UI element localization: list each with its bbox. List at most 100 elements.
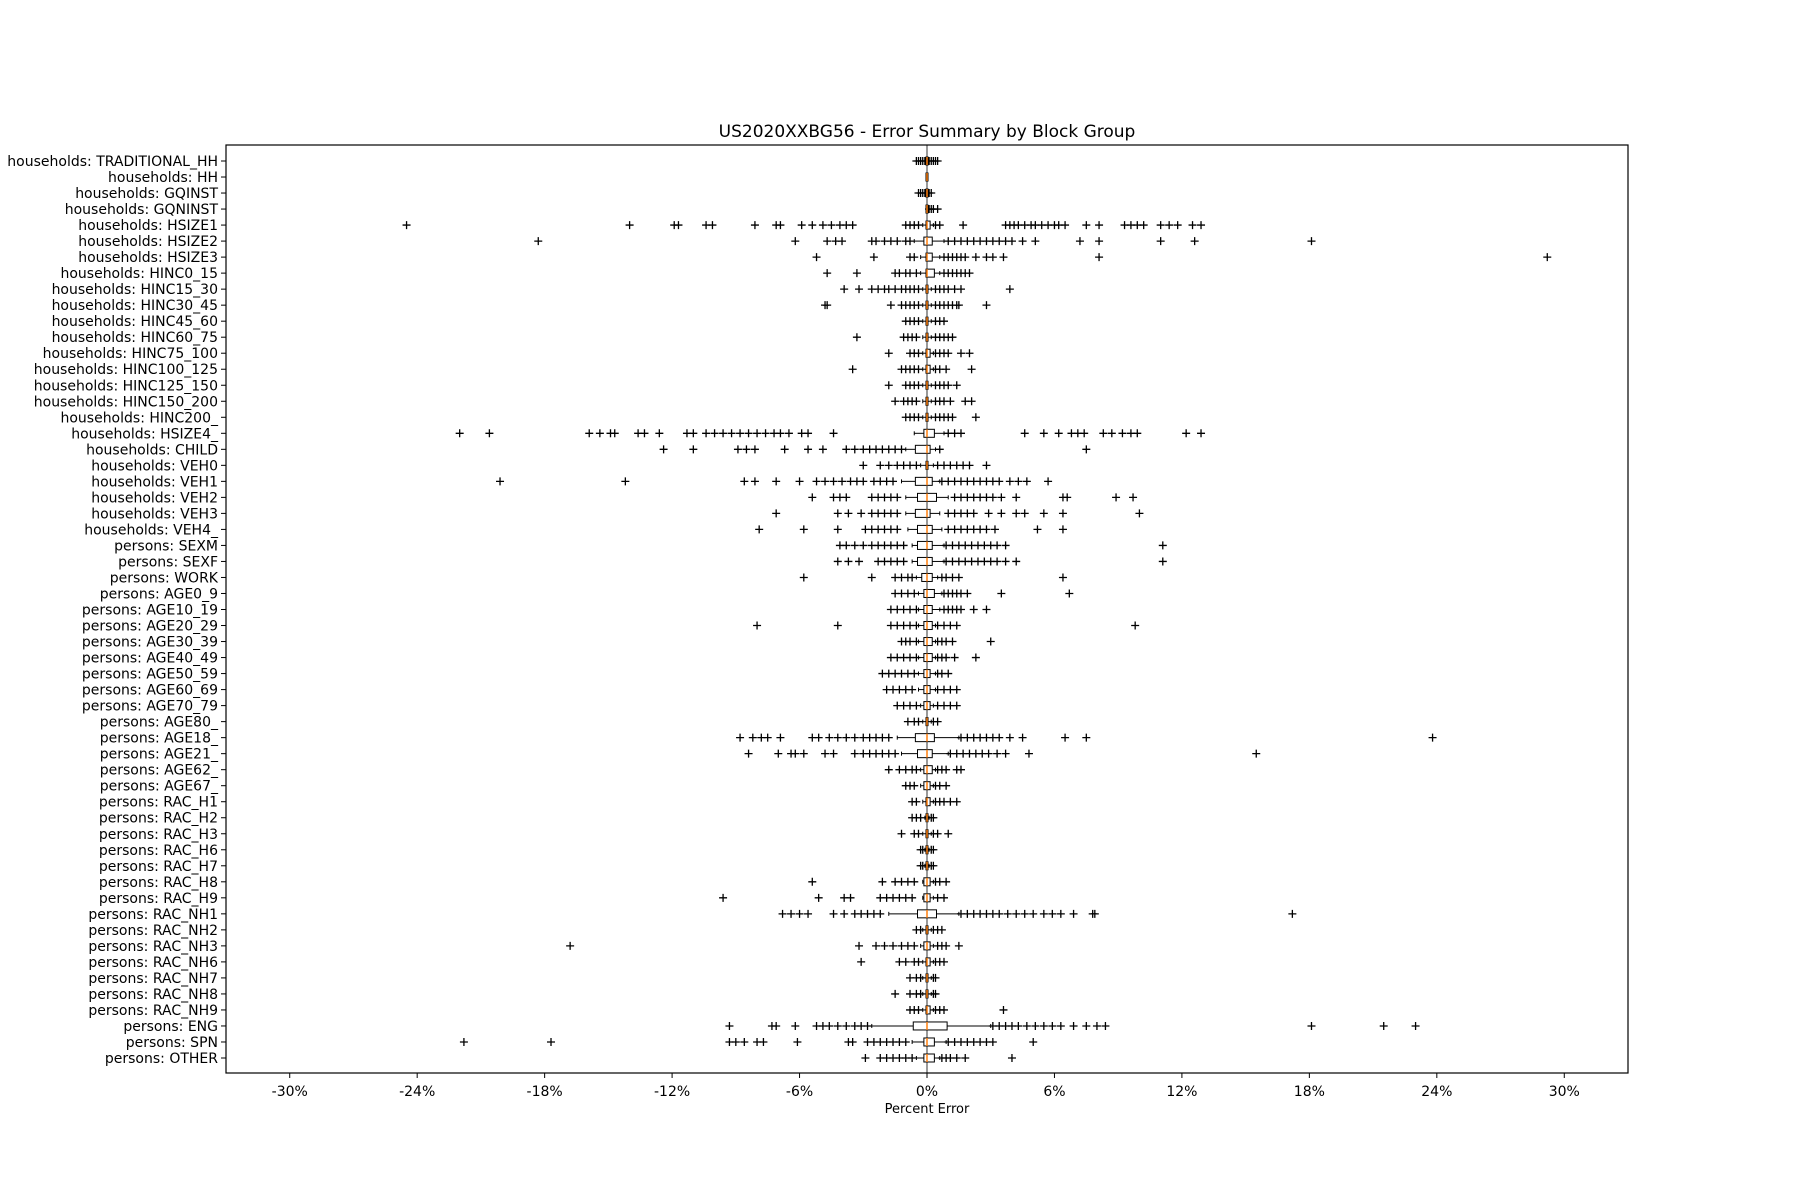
outlier-point	[912, 621, 921, 630]
outlier-point	[1001, 541, 1010, 550]
outlier-point	[1107, 429, 1116, 438]
outlier-point	[946, 397, 955, 406]
iqr-box	[923, 236, 933, 246]
outlier-point	[967, 397, 976, 406]
y-tick-label: households: HINC60_75	[52, 330, 218, 346]
outlier-point	[984, 509, 993, 518]
outlier-point	[971, 413, 980, 422]
outlier-point	[961, 253, 970, 262]
outlier-point	[799, 525, 808, 534]
outlier-point	[838, 237, 847, 246]
outlier-point	[736, 429, 745, 438]
box-row	[534, 236, 1316, 246]
outlier-point	[621, 477, 630, 486]
outlier-point	[1131, 621, 1140, 630]
outlier-point	[937, 925, 946, 934]
outlier-point	[916, 925, 925, 934]
box-row	[884, 765, 965, 775]
y-tick-label: persons: AGE50_59	[82, 667, 218, 683]
iqr-box	[923, 428, 935, 438]
iqr-box	[917, 540, 933, 550]
outlier-point	[846, 893, 855, 902]
outlier-point	[1307, 237, 1316, 246]
box-row	[891, 989, 940, 999]
outlier-point	[655, 429, 664, 438]
outlier-point	[455, 429, 464, 438]
y-tick-label: households: GQNINST	[65, 202, 219, 218]
box-row	[914, 188, 936, 198]
outlier-point	[893, 525, 902, 534]
x-tick-label: 18%	[1294, 1084, 1325, 1100]
outlier-point	[829, 477, 838, 486]
box-row	[925, 204, 942, 214]
outlier-point	[912, 797, 921, 806]
outlier-point	[1165, 221, 1174, 230]
outlier-point	[776, 733, 785, 742]
outlier-point	[952, 381, 961, 390]
outlier-point	[908, 893, 917, 902]
outlier-point	[1020, 509, 1029, 518]
outlier-point	[1082, 445, 1091, 454]
outlier-point	[1058, 525, 1067, 534]
outlier-point	[1095, 253, 1104, 262]
y-tick-label: persons: RAC_NH6	[88, 955, 218, 971]
outlier-point	[725, 1021, 734, 1030]
iqr-box	[925, 268, 935, 278]
outlier-point	[988, 253, 997, 262]
outlier-point	[984, 749, 993, 758]
outlier-point	[485, 429, 494, 438]
outlier-point	[942, 365, 951, 374]
outlier-point	[772, 1021, 781, 1030]
outlier-point	[850, 733, 859, 742]
outlier-point	[944, 349, 953, 358]
outlier-point	[833, 525, 842, 534]
outlier-point	[889, 941, 898, 950]
outlier-point	[910, 877, 919, 886]
outlier-point	[808, 221, 817, 230]
outlier-point	[869, 253, 878, 262]
outlier-point	[1005, 733, 1014, 742]
outlier-point	[899, 557, 908, 566]
outlier-point	[797, 221, 806, 230]
y-tick-label: households: HINC200_	[60, 410, 219, 426]
outlier-point	[857, 509, 866, 518]
outlier-point	[939, 893, 948, 902]
outlier-point	[733, 445, 742, 454]
iqr-box	[912, 1021, 948, 1031]
outlier-point	[795, 909, 804, 918]
outlier-point	[852, 333, 861, 342]
y-tick-label: households: VEH1	[91, 474, 218, 490]
iqr-box	[923, 605, 933, 614]
outlier-point	[1082, 733, 1091, 742]
iqr-box	[923, 1053, 935, 1063]
y-tick-label: households: GQINST	[75, 186, 218, 202]
outlier-point	[833, 1021, 842, 1030]
outlier-point	[914, 301, 923, 310]
outlier-point	[1090, 909, 1099, 918]
outlier-point	[791, 1021, 800, 1030]
y-tick-label: persons: RAC_NH7	[88, 971, 218, 987]
outlier-point	[778, 909, 787, 918]
outlier-point	[914, 829, 923, 838]
outlier-point	[855, 941, 864, 950]
y-tick-label: households: HINC0_15	[60, 266, 218, 282]
outlier-point	[891, 749, 900, 758]
y-tick-label: persons: AGE30_39	[82, 635, 218, 651]
outlier-point	[848, 1037, 857, 1046]
iqr-box	[923, 765, 933, 775]
outlier-point	[861, 1054, 870, 1062]
outlier-point	[914, 317, 923, 326]
outlier-point	[702, 429, 711, 438]
outlier-point	[952, 701, 961, 710]
outlier-point	[689, 445, 698, 454]
box-row	[840, 284, 1014, 294]
outlier-point	[995, 477, 1004, 486]
outlier-point	[844, 509, 853, 518]
y-tick-label: households: VEH0	[91, 458, 218, 474]
outlier-point	[459, 1037, 468, 1046]
outlier-point	[939, 1005, 948, 1014]
outlier-point	[595, 429, 604, 438]
outlier-point	[774, 749, 783, 758]
iqr-box	[925, 957, 931, 967]
